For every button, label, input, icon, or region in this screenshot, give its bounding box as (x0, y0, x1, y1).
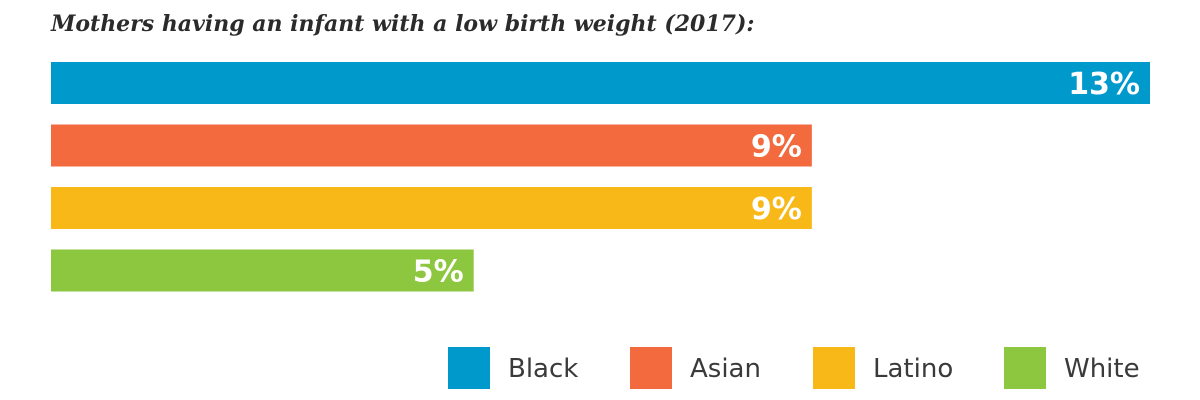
legend-label-latino: Latino (873, 354, 953, 384)
legend: Black Asian Latino White (448, 347, 1140, 389)
bars-group: 13% 9% 9% 5% (51, 62, 1150, 292)
bar-latino (51, 187, 812, 229)
legend-label-white: White (1064, 354, 1140, 384)
legend-swatch-asian (630, 347, 672, 389)
legend-swatch-black (448, 347, 490, 389)
bar-value-label-white: 5% (413, 255, 464, 290)
bar-value-label-asian: 9% (751, 130, 802, 165)
chart-title: Mothers having an infant with a low birt… (51, 11, 755, 37)
legend-label-asian: Asian (690, 354, 761, 384)
legend-swatch-white (1004, 347, 1046, 389)
bar-value-label-black: 13% (1068, 67, 1140, 102)
bar-asian (51, 124, 812, 167)
bar-value-label-latino: 9% (751, 192, 802, 227)
legend-label-black: Black (508, 354, 578, 384)
bar-black (51, 62, 1150, 104)
legend-swatch-latino (813, 347, 855, 389)
bar-white (51, 249, 474, 292)
